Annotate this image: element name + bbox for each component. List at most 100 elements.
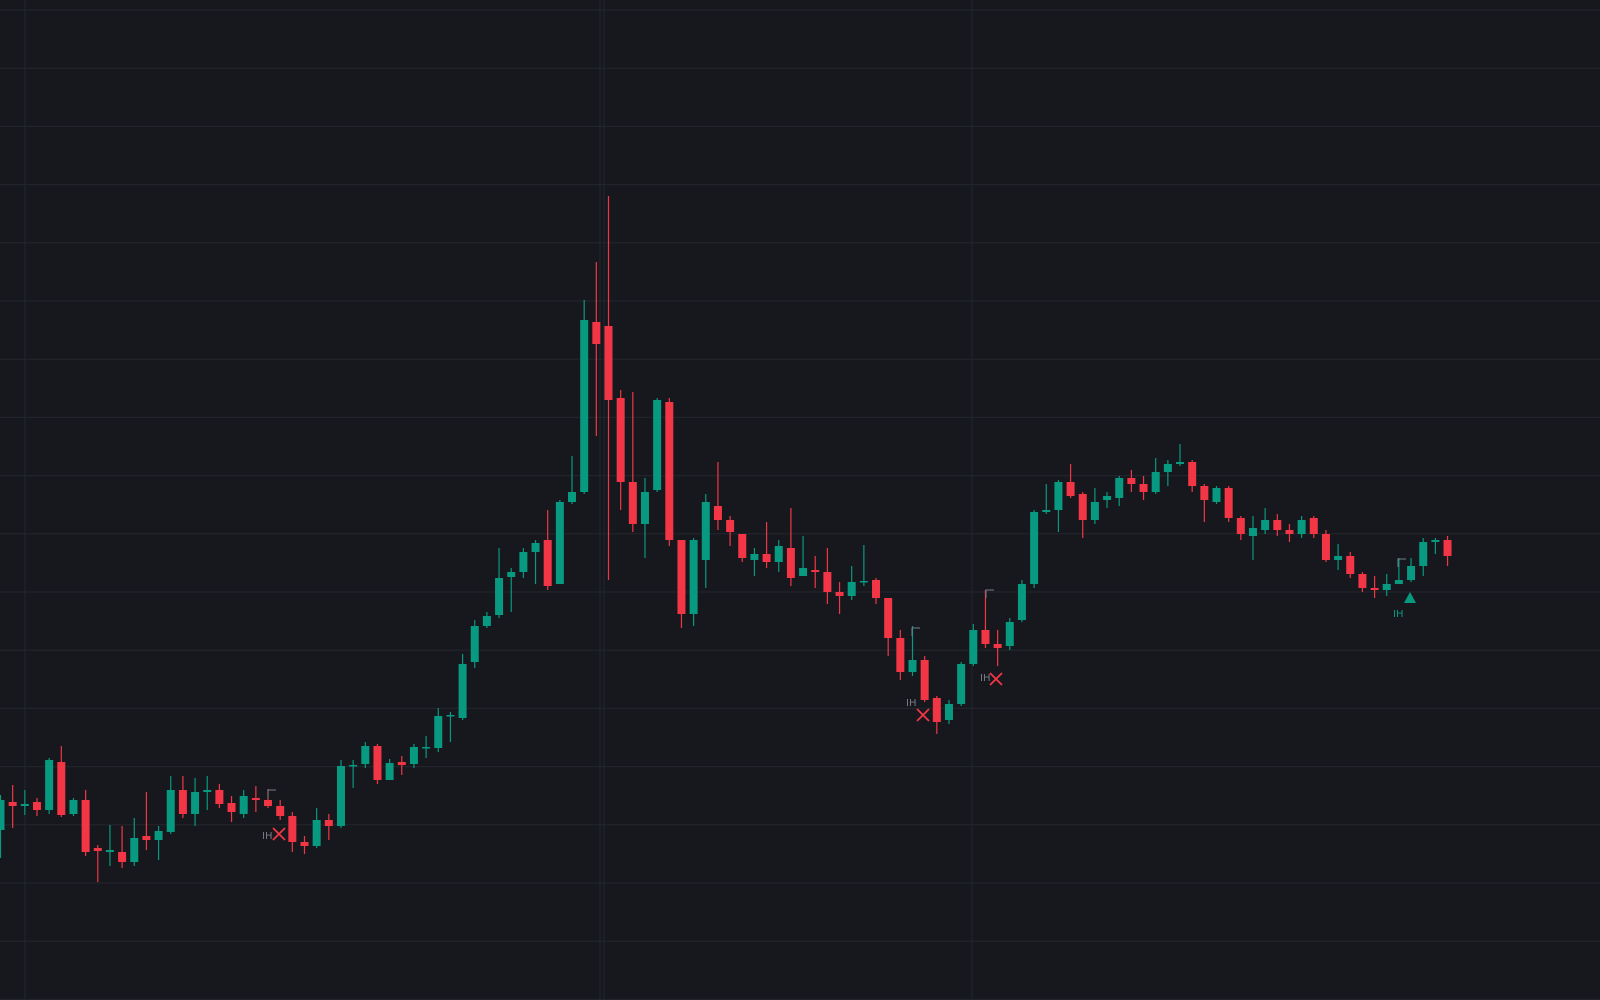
bracket-mark bbox=[1397, 558, 1406, 567]
candle-body bbox=[1017, 584, 1026, 620]
candle-body bbox=[811, 570, 820, 572]
candle-body bbox=[1163, 464, 1172, 472]
candle-body bbox=[1382, 584, 1391, 590]
candle-body bbox=[1321, 534, 1330, 560]
candle-body bbox=[1115, 478, 1124, 498]
candle-body bbox=[1066, 482, 1075, 496]
candle-body bbox=[142, 836, 151, 840]
bracket-mark bbox=[985, 589, 994, 598]
candle-body bbox=[251, 798, 260, 800]
candle-body bbox=[1370, 588, 1379, 590]
candle-body bbox=[957, 664, 966, 704]
candle-body bbox=[288, 816, 297, 842]
candle-body bbox=[495, 578, 504, 615]
candle-body bbox=[81, 800, 90, 852]
candle-body bbox=[1127, 478, 1136, 484]
candle-body bbox=[531, 543, 540, 552]
candle-body bbox=[1419, 542, 1428, 566]
candle-body bbox=[130, 838, 139, 862]
candle-body bbox=[859, 581, 868, 583]
candle-body bbox=[920, 660, 929, 700]
candle-body bbox=[847, 582, 856, 596]
candle-body bbox=[1309, 518, 1318, 534]
candle-body bbox=[932, 698, 941, 722]
annotation-label: IH bbox=[980, 673, 990, 684]
candle-body bbox=[227, 803, 236, 812]
annotation-label: IH bbox=[262, 831, 272, 842]
candle-body bbox=[1212, 488, 1221, 502]
annotation-marker bbox=[272, 827, 286, 841]
candle-body bbox=[1394, 580, 1403, 584]
candle-body bbox=[1054, 482, 1063, 510]
candle-body bbox=[312, 820, 321, 846]
candle-body bbox=[568, 492, 577, 502]
candle-body bbox=[1334, 556, 1343, 560]
candle-body bbox=[653, 400, 662, 490]
candle-body bbox=[324, 820, 333, 826]
candle-body bbox=[1285, 530, 1294, 534]
candle-body bbox=[397, 762, 406, 765]
candle-body bbox=[872, 580, 881, 598]
candle-body bbox=[1188, 462, 1197, 486]
candle-body bbox=[1139, 484, 1148, 492]
candle-body bbox=[0, 800, 5, 830]
annotation-marker bbox=[916, 708, 930, 722]
candle-body bbox=[1248, 528, 1257, 536]
candle-body bbox=[446, 715, 455, 717]
candle-body bbox=[993, 644, 1002, 648]
candle-body bbox=[482, 616, 491, 626]
candle-body bbox=[665, 402, 674, 540]
candle-body bbox=[1176, 462, 1185, 464]
candle-body bbox=[1005, 622, 1014, 646]
candle-body bbox=[154, 831, 163, 840]
candle-body bbox=[1151, 472, 1160, 492]
bracket-mark bbox=[911, 627, 920, 636]
candle-body bbox=[239, 796, 248, 814]
candle-body bbox=[45, 760, 54, 810]
candle-body bbox=[1030, 512, 1039, 584]
candle-body bbox=[774, 546, 783, 562]
candle-body bbox=[981, 630, 990, 644]
candle-body bbox=[373, 746, 382, 780]
annotation-label: IH bbox=[906, 698, 916, 709]
bracket-mark bbox=[267, 789, 276, 798]
candle-body bbox=[628, 482, 637, 524]
candle-body bbox=[1236, 518, 1245, 534]
candle-body bbox=[1407, 566, 1416, 580]
candle-body bbox=[762, 554, 771, 562]
candle-body bbox=[1103, 496, 1112, 500]
candle-body bbox=[884, 598, 893, 638]
candle-body bbox=[701, 502, 710, 560]
candle-body bbox=[1273, 520, 1282, 530]
candle-body bbox=[592, 322, 601, 344]
candle-body bbox=[1443, 540, 1452, 556]
candle-body bbox=[726, 520, 735, 532]
candle-body bbox=[203, 790, 212, 792]
candle-body bbox=[57, 762, 66, 815]
candle-body bbox=[470, 626, 479, 662]
candle-body bbox=[580, 320, 589, 492]
candle-body bbox=[1042, 510, 1051, 512]
candle-body bbox=[1358, 574, 1367, 588]
annotation-marker bbox=[989, 672, 1003, 686]
annotation-marker bbox=[1404, 592, 1416, 603]
candle-body bbox=[507, 572, 516, 577]
candle-body bbox=[677, 540, 686, 614]
candle-body bbox=[178, 790, 187, 814]
candle-body bbox=[191, 792, 200, 814]
candle-body bbox=[434, 716, 443, 748]
candle-body bbox=[835, 592, 844, 596]
candle-body bbox=[543, 540, 552, 586]
candle-body bbox=[1431, 540, 1440, 542]
candle-body bbox=[1297, 520, 1306, 534]
candle-body bbox=[300, 842, 309, 846]
candle-body bbox=[908, 660, 917, 672]
candle-body bbox=[786, 548, 795, 578]
candle-body bbox=[519, 552, 528, 572]
candle-body bbox=[823, 572, 832, 592]
candle-body bbox=[166, 790, 175, 832]
candle-body bbox=[750, 554, 759, 560]
